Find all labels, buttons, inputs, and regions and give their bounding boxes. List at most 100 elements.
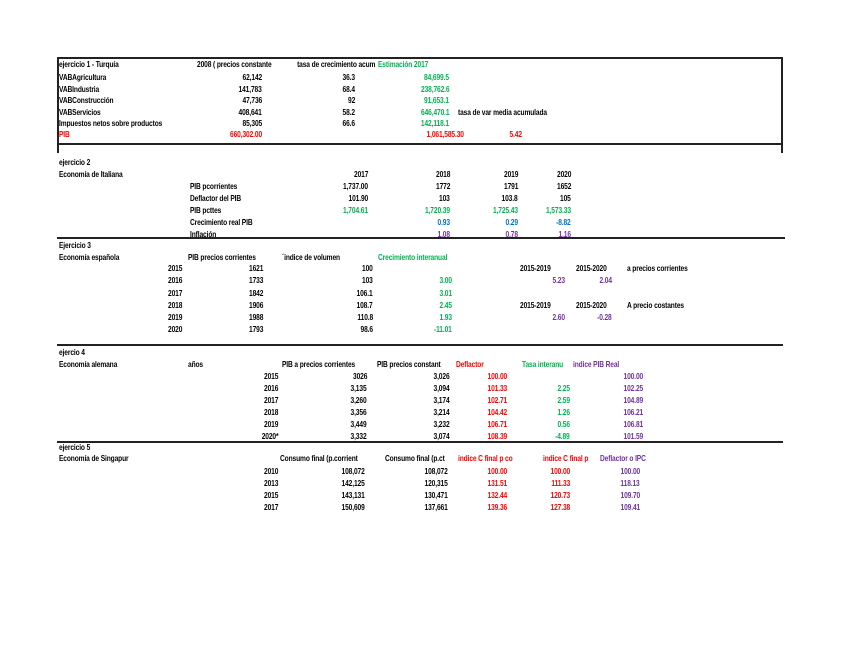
value-cell: 106.81 — [623, 419, 643, 429]
row-label: VABServicios — [59, 107, 101, 117]
value-cell: 130,471 — [424, 490, 448, 500]
value-cell: 137,661 — [424, 502, 448, 512]
year-label: 2017 — [263, 395, 278, 405]
value-cell: 58.2 — [342, 107, 356, 117]
value-cell: 132.44 — [487, 490, 507, 500]
year-label: 2020 — [167, 324, 182, 334]
value-cell: -11.01 — [434, 324, 452, 334]
value-cell: 100.00 — [487, 371, 507, 381]
year-label: 2019 — [263, 419, 278, 429]
value-cell: 0.78 — [505, 229, 519, 239]
value-cell: 3,135 — [350, 383, 367, 393]
value-cell: 2.04 — [599, 275, 613, 285]
value-cell: 101.90 — [348, 193, 368, 203]
value-cell: 106.21 — [623, 407, 643, 417]
value-cell: 106.1 — [356, 288, 373, 298]
value-cell: 1,737.00 — [343, 181, 368, 191]
row-label: VABAgricultura — [59, 72, 107, 82]
value-cell: 3,449 — [350, 419, 367, 429]
economy-label: Economía de Italiana — [59, 169, 123, 179]
year-label: 2017 — [167, 288, 182, 298]
value-cell: 1988 — [248, 312, 263, 322]
value-cell: 646,470.1 — [420, 107, 450, 117]
column-header: 2015-2019 — [520, 263, 551, 273]
value-cell: 143,131 — [341, 490, 365, 500]
value-cell: 3,260 — [350, 395, 367, 405]
year-label: 2016 — [167, 275, 182, 285]
value-cell: 103.8 — [501, 193, 518, 203]
exercise-title: ejercicio 5 — [59, 442, 91, 452]
value-cell: 3026 — [352, 371, 367, 381]
value-cell: 62,142 — [242, 72, 262, 82]
value-cell: 1,573.33 — [546, 205, 571, 215]
row-label: VABIndustria — [59, 84, 100, 94]
value-cell: 1791 — [503, 181, 518, 191]
value-cell: 1,720.39 — [425, 205, 450, 215]
value-cell: 3,214 — [433, 407, 450, 417]
value-cell: 68.4 — [342, 84, 356, 94]
value-cell: 118.13 — [620, 478, 640, 488]
value-cell: 1,061,585.30 — [426, 129, 464, 139]
column-header: 2019 — [503, 169, 518, 179]
value-cell: 3,232 — [433, 419, 450, 429]
value-cell: 408,641 — [238, 107, 262, 117]
grid-line — [57, 237, 785, 239]
value-cell: 5.23 — [552, 275, 566, 285]
column-header: tasa de crecimiento acum — [296, 59, 375, 69]
value-cell: 0.93 — [437, 217, 451, 227]
value-cell: 141,783 — [238, 84, 262, 94]
value-cell: 120,315 — [424, 478, 448, 488]
value-cell: 2.45 — [439, 300, 453, 310]
column-header: indice C final p co — [458, 453, 513, 463]
year-label: 2017 — [263, 502, 278, 512]
value-cell: 2.25 — [557, 383, 571, 393]
value-cell: 150,609 — [341, 502, 365, 512]
value-cell: 1,704.61 — [343, 205, 368, 215]
value-cell: 98.6 — [360, 324, 374, 334]
value-cell: 120.73 — [550, 490, 570, 500]
annotation: tasa de var media acumulada — [458, 107, 547, 117]
column-header: Consumo final (p.ct — [385, 453, 445, 463]
value-cell: 3,332 — [350, 431, 367, 441]
value-cell: 238,762.6 — [420, 84, 450, 94]
value-cell: 3.01 — [439, 288, 453, 298]
exercise-title: Ejercicio 3 — [59, 240, 91, 250]
column-header: PIB precios constant — [377, 359, 441, 369]
value-cell: 3,174 — [433, 395, 450, 405]
economy-label: Economía española — [59, 252, 120, 262]
row-label: Deflactor del PIB — [190, 193, 242, 203]
row-label: VABConstrucción — [59, 95, 114, 105]
grid-line — [57, 344, 783, 346]
value-cell: -8.82 — [556, 217, 571, 227]
grid-line — [57, 57, 59, 153]
value-cell: 5.42 — [509, 129, 523, 139]
value-cell: 1.93 — [439, 312, 453, 322]
value-cell: 1793 — [248, 324, 263, 334]
value-cell: 106.71 — [487, 419, 507, 429]
value-cell: 2.59 — [557, 395, 571, 405]
value-cell: 105 — [560, 193, 571, 203]
value-cell: 103 — [362, 275, 373, 285]
year-label: 2016 — [263, 383, 278, 393]
economy-label: Economía alemana — [59, 359, 118, 369]
value-cell: 110.8 — [357, 312, 373, 322]
value-cell: 100 — [362, 263, 373, 273]
value-cell: 1.16 — [558, 229, 572, 239]
value-cell: 104.89 — [623, 395, 643, 405]
value-cell: 1733 — [248, 275, 263, 285]
value-cell: 0.29 — [505, 217, 519, 227]
exercise-title: ejercio 4 — [59, 347, 85, 357]
value-cell: 131.51 — [487, 478, 507, 488]
value-cell: 1652 — [556, 181, 571, 191]
year-label: 2018 — [167, 300, 182, 310]
value-cell: 3,356 — [350, 407, 367, 417]
value-cell: 1.08 — [437, 229, 451, 239]
column-header: indice PIB Real — [573, 359, 620, 369]
year-label: 2020* — [261, 431, 278, 441]
value-cell: 139.36 — [487, 502, 507, 512]
annotation: A precio costantes — [627, 300, 684, 310]
year-label: 2018 — [263, 407, 278, 417]
value-cell: 66.6 — [342, 118, 356, 128]
grid-line — [57, 57, 783, 59]
